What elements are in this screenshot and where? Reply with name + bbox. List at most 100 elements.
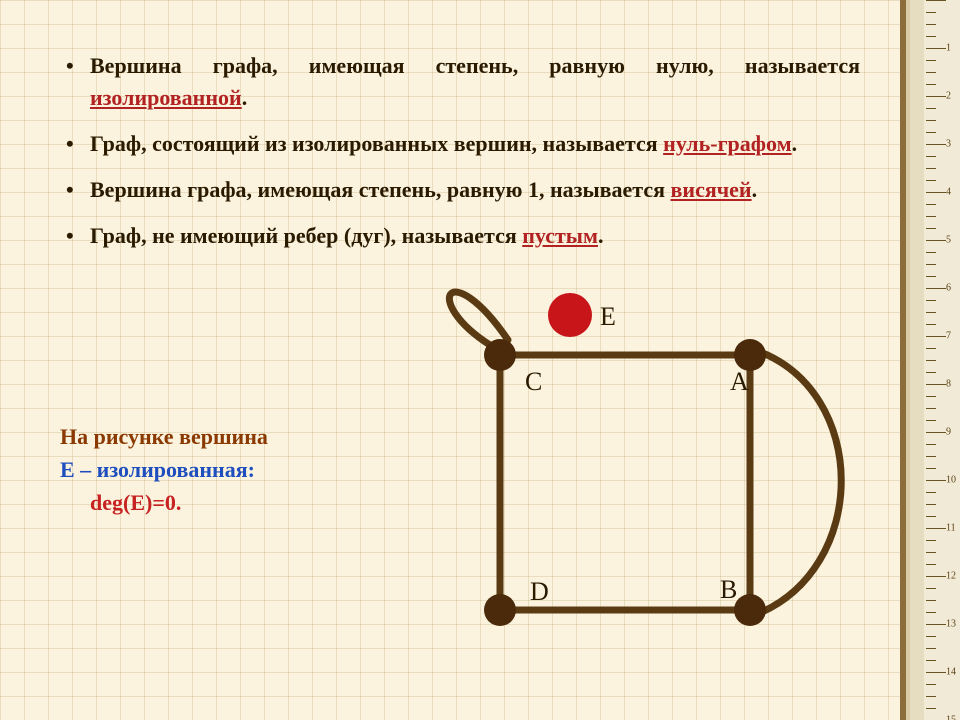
ruler-tick-minor [926, 564, 936, 565]
ruler-tick-major [926, 240, 946, 241]
definition-item: Вершина графа, имеющая степень, равную н… [60, 50, 860, 114]
definition-text: Вершина графа, имеющая степень, равную н… [90, 53, 860, 78]
ruler-tick-minor [926, 504, 936, 505]
ruler-tick-minor [926, 156, 936, 157]
caption-line-2: Е – изолированная: [60, 453, 440, 486]
ruler-number: 12 [946, 571, 956, 582]
ruler-tick-minor [926, 132, 936, 133]
caption-line-3: deg(E)=0. [90, 486, 440, 519]
graph-vertex-label: E [600, 302, 616, 331]
ruler-tick-major [926, 48, 946, 49]
ruler-tick-minor [926, 180, 936, 181]
ruler-number: 4 [946, 187, 951, 198]
definition-text: Вершина графа, имеющая степень, равную 1… [90, 177, 671, 202]
graph-edge [755, 350, 841, 615]
ruler-tick-minor [926, 216, 936, 217]
ruler-number: 15 [946, 715, 956, 720]
graph-vertex [734, 594, 766, 626]
ruler-tick-major [926, 336, 946, 337]
ruler-tick-minor [926, 24, 936, 25]
ruler-tick-minor [926, 696, 936, 697]
ruler-tick-minor [926, 600, 936, 601]
definition-item: Граф, не имеющий ребер (дуг), называется… [60, 220, 860, 252]
figure-caption: На рисунке вершина Е – изолированная: de… [60, 420, 440, 519]
ruler-tick-major [926, 144, 946, 145]
ruler-tick-minor [926, 456, 936, 457]
definition-text: . [242, 85, 248, 110]
definition-term: висячей [671, 177, 752, 202]
ruler-tick-minor [926, 252, 936, 253]
ruler-number: 3 [946, 139, 951, 150]
ruler-tick-minor [926, 588, 936, 589]
definition-text: Граф, состоящий из изолированных вершин,… [90, 131, 663, 156]
definition-item: Граф, состоящий из изолированных вершин,… [60, 128, 860, 160]
ruler-tick-minor [926, 372, 936, 373]
ruler-tick-major [926, 96, 946, 97]
graph-vertex-label: C [525, 367, 542, 396]
ruler-number: 14 [946, 667, 956, 678]
ruler-tick-minor [926, 360, 936, 361]
ruler-tick-minor [926, 60, 936, 61]
ruler-number: 1 [946, 43, 951, 54]
graph-vertex [484, 339, 516, 371]
slide-content: Вершина графа, имеющая степень, равную н… [0, 0, 900, 720]
ruler-tick-major [926, 528, 946, 529]
ruler-number: 2 [946, 91, 951, 102]
ruler-tick-major [926, 576, 946, 577]
ruler-tick-major [926, 624, 946, 625]
graph-vertex-label: A [730, 367, 749, 396]
graph-svg: C A D B E [430, 290, 870, 670]
definition-term: пустым [522, 223, 598, 248]
ruler-tick-major [926, 480, 946, 481]
ruler-tick-minor [926, 108, 936, 109]
ruler-tick-minor [926, 12, 936, 13]
caption-line-1: На рисунке вершина [60, 420, 440, 453]
ruler-tick-minor [926, 204, 936, 205]
ruler-tick-minor [926, 648, 936, 649]
ruler-tick-major [926, 0, 946, 1]
ruler-number: 6 [946, 283, 951, 294]
ruler-tick-major [926, 432, 946, 433]
ruler-number: 5 [946, 235, 951, 246]
definition-text: . [792, 131, 798, 156]
ruler-number: 8 [946, 379, 951, 390]
ruler-tick-minor [926, 420, 936, 421]
definition-text: . [752, 177, 758, 202]
ruler-tick-minor [926, 312, 936, 313]
ruler-tick-minor [926, 516, 936, 517]
ruler-tick-minor [926, 684, 936, 685]
graph-vertex-isolated [548, 293, 592, 337]
ruler-tick-minor [926, 264, 936, 265]
ruler-tick-major [926, 672, 946, 673]
ruler-tick-minor [926, 348, 936, 349]
ruler-number: 11 [946, 523, 956, 534]
ruler-tick-minor [926, 84, 936, 85]
ruler-tick-minor [926, 540, 936, 541]
ruler-tick-minor [926, 396, 936, 397]
ruler-tick-minor [926, 276, 936, 277]
graph-vertex-label: D [530, 577, 549, 606]
ruler-strip: 123456789101112131415 [900, 0, 960, 720]
ruler-tick-minor [926, 228, 936, 229]
ruler-tick-minor [926, 612, 936, 613]
definition-item: Вершина графа, имеющая степень, равную 1… [60, 174, 860, 206]
definition-text: Граф, не имеющий ребер (дуг), называется [90, 223, 522, 248]
ruler-tick-minor [926, 552, 936, 553]
definition-term: изолированной [90, 85, 242, 110]
ruler-tick-major [926, 384, 946, 385]
ruler-number: 7 [946, 331, 951, 342]
ruler-tick-minor [926, 36, 936, 37]
graph-vertex [484, 594, 516, 626]
ruler-number: 9 [946, 427, 951, 438]
graph-vertex-label: B [720, 575, 737, 604]
ruler-tick-minor [926, 636, 936, 637]
definition-text: . [598, 223, 604, 248]
ruler-tick-minor [926, 492, 936, 493]
ruler-tick-major [926, 288, 946, 289]
ruler-tick-minor [926, 468, 936, 469]
ruler-tick-minor [926, 324, 936, 325]
ruler-tick-minor [926, 120, 936, 121]
definition-term: нуль-графом [663, 131, 791, 156]
ruler-tick-minor [926, 660, 936, 661]
ruler-number: 13 [946, 619, 956, 630]
